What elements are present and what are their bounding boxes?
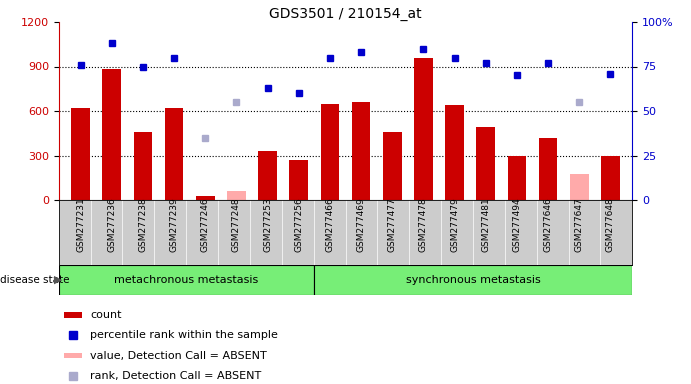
Text: value, Detection Call = ABSENT: value, Detection Call = ABSENT — [91, 351, 267, 361]
Bar — [71, 108, 90, 200]
Text: ▶: ▶ — [54, 275, 62, 285]
Bar — [539, 138, 558, 200]
Bar — [64, 312, 82, 318]
Bar — [258, 151, 277, 200]
Bar — [414, 58, 433, 200]
Bar — [227, 191, 246, 200]
Text: count: count — [91, 310, 122, 320]
Bar — [314, 265, 632, 295]
Text: synchronous metastasis: synchronous metastasis — [406, 275, 540, 285]
Bar — [508, 156, 527, 200]
Bar — [133, 132, 152, 200]
Text: percentile rank within the sample: percentile rank within the sample — [91, 330, 278, 340]
Bar — [290, 160, 308, 200]
Bar — [445, 105, 464, 200]
Bar — [383, 132, 401, 200]
Bar — [601, 156, 620, 200]
Bar — [59, 265, 314, 295]
Bar — [476, 127, 495, 200]
Bar — [102, 70, 121, 200]
Bar — [352, 102, 370, 200]
Bar — [164, 108, 183, 200]
Bar — [64, 353, 82, 358]
Text: disease state: disease state — [0, 275, 70, 285]
Bar — [321, 104, 339, 200]
Text: metachronous metastasis: metachronous metastasis — [114, 275, 258, 285]
Title: GDS3501 / 210154_at: GDS3501 / 210154_at — [269, 7, 422, 21]
Bar — [196, 195, 215, 200]
Text: rank, Detection Call = ABSENT: rank, Detection Call = ABSENT — [91, 371, 261, 381]
Bar — [570, 174, 589, 200]
